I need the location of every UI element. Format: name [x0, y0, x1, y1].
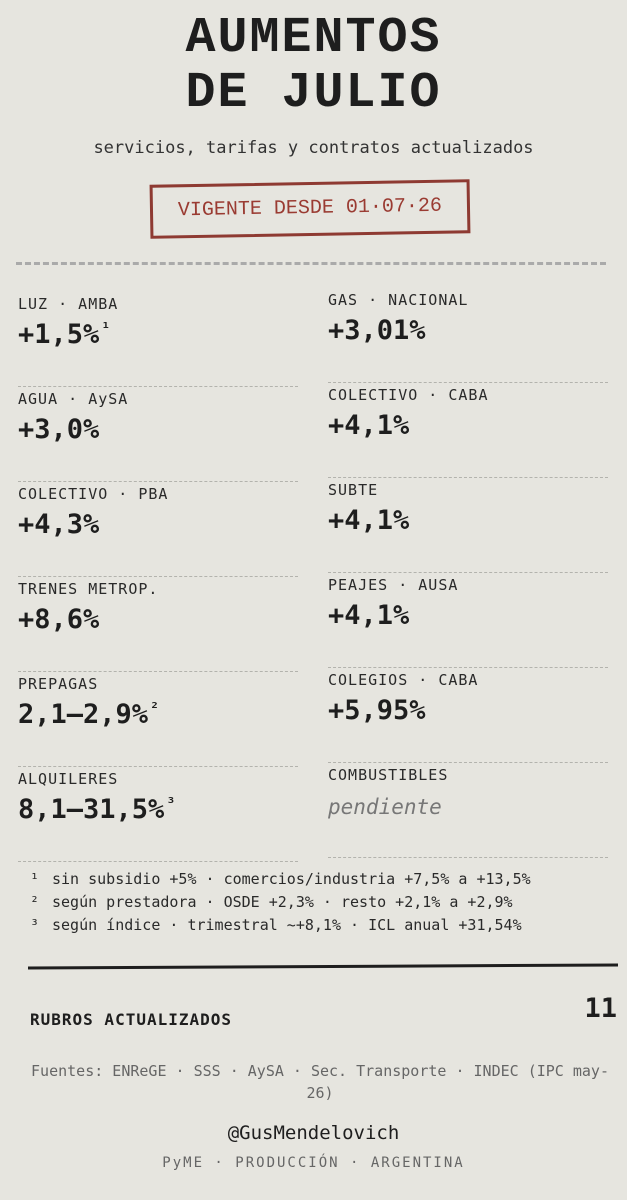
value-text: 2,1–2,9% — [18, 699, 149, 730]
footnote-marker: ² — [30, 893, 40, 911]
item: AGUA · AySA +3,0% — [18, 390, 298, 482]
item-value: +4,1% — [328, 505, 608, 536]
handle: @GusMendelovich — [227, 1122, 400, 1144]
item-label: TRENES METROP. — [18, 580, 159, 598]
item: COMBUSTIBLES pendiente — [328, 766, 608, 858]
item-label: ALQUILERES — [18, 770, 119, 788]
item: COLECTIVO · CABA +4,1% — [328, 386, 608, 478]
note-marker: ² — [150, 699, 160, 717]
footnote-text: según prestadora · OSDE +2,3% · resto +2… — [52, 893, 513, 911]
item-label: SUBTE — [328, 481, 379, 499]
value-text: +4,1% — [328, 505, 410, 536]
value-text: 8,1–31,5% — [18, 794, 165, 825]
item-value: +3,0% — [18, 414, 298, 445]
sources: Fuentes: ENReGE · SSS · AySA · Sec. Tran… — [31, 1062, 609, 1102]
item-value: +4,3% — [18, 509, 298, 540]
item-value: +4,1% — [328, 600, 608, 631]
footnote: ¹ sin subsidio +5% · comercios/industria … — [30, 870, 531, 888]
item-label: COLECTIVO · PBA — [18, 485, 169, 503]
tagline: PyME · PRODUCCIÓN · ARGENTINA — [162, 1155, 465, 1171]
title: DE JULIO — [185, 65, 442, 122]
stamp: VIGENTE DESDE 01·07·26 — [149, 179, 471, 239]
summary-label: RUBROS ACTUALIZADOS — [30, 1010, 233, 1029]
item-label: AGUA · AySA — [18, 390, 129, 408]
item-value: +3,01% — [328, 315, 608, 346]
item: COLECTIVO · PBA +4,3% — [18, 485, 298, 577]
item: ALQUILERES 8,1–31,5% ³ — [18, 770, 298, 862]
item-value: +1,5% ¹ — [18, 319, 298, 350]
value-text: pendiente — [328, 795, 442, 819]
footnote-text: según índice · trimestral ~+8,1% · ICL a… — [52, 916, 522, 934]
value-text: +4,1% — [328, 410, 410, 441]
item-value: +4,1% — [328, 410, 608, 441]
item: TRENES METROP. +8,6% — [18, 580, 298, 672]
item-label: PEAJES · AUSA — [328, 576, 459, 594]
note-marker: ¹ — [101, 319, 111, 337]
footnote: ³ según índice · trimestral ~+8,1% · ICL … — [30, 916, 522, 934]
item-label: COLEGIOS · CABA — [328, 671, 479, 689]
value-text: +4,3% — [18, 509, 100, 540]
value-text: +1,5% — [18, 319, 100, 350]
item-label: PREPAGAS — [18, 675, 99, 693]
item-value: 2,1–2,9% ² — [18, 699, 298, 730]
item-value: pendiente — [328, 790, 608, 821]
summary-count: 11 — [584, 993, 617, 1024]
item: SUBTE +4,1% — [328, 481, 608, 573]
item: PREPAGAS 2,1–2,9% ² — [18, 675, 298, 767]
value-text: +5,95% — [328, 695, 426, 726]
item-label: LUZ · AMBA — [18, 295, 119, 313]
divider — [16, 262, 606, 265]
value-text: +3,0% — [18, 414, 100, 445]
item-value: 8,1–31,5% ³ — [18, 794, 298, 825]
item-value: +8,6% — [18, 604, 298, 635]
item: COLEGIOS · CABA +5,95% — [328, 671, 608, 763]
value-text: +8,6% — [18, 604, 100, 635]
item-label: GAS · NACIONAL — [328, 291, 469, 309]
footnote-marker: ³ — [30, 916, 40, 934]
item: GAS · NACIONAL +3,01% — [328, 291, 608, 383]
footnote: ² según prestadora · OSDE +2,3% · resto +… — [30, 893, 513, 911]
item-label: COLECTIVO · CABA — [328, 386, 489, 404]
item-value: +5,95% — [328, 695, 608, 726]
value-text: +4,1% — [328, 600, 410, 631]
item: LUZ · AMBA +1,5% ¹ — [18, 295, 298, 387]
item: PEAJES · AUSA +4,1% — [328, 576, 608, 668]
rule — [27, 963, 619, 970]
note-marker: ³ — [166, 794, 176, 812]
title: AUMENTOS — [185, 10, 442, 67]
footnote-text: sin subsidio +5% · comercios/industria +… — [52, 870, 531, 888]
subtitle: servicios, tarifas y contratos actualiza… — [93, 138, 534, 158]
item-label: COMBUSTIBLES — [328, 766, 449, 784]
footnote-marker: ¹ — [30, 870, 40, 888]
value-text: +3,01% — [328, 315, 426, 346]
